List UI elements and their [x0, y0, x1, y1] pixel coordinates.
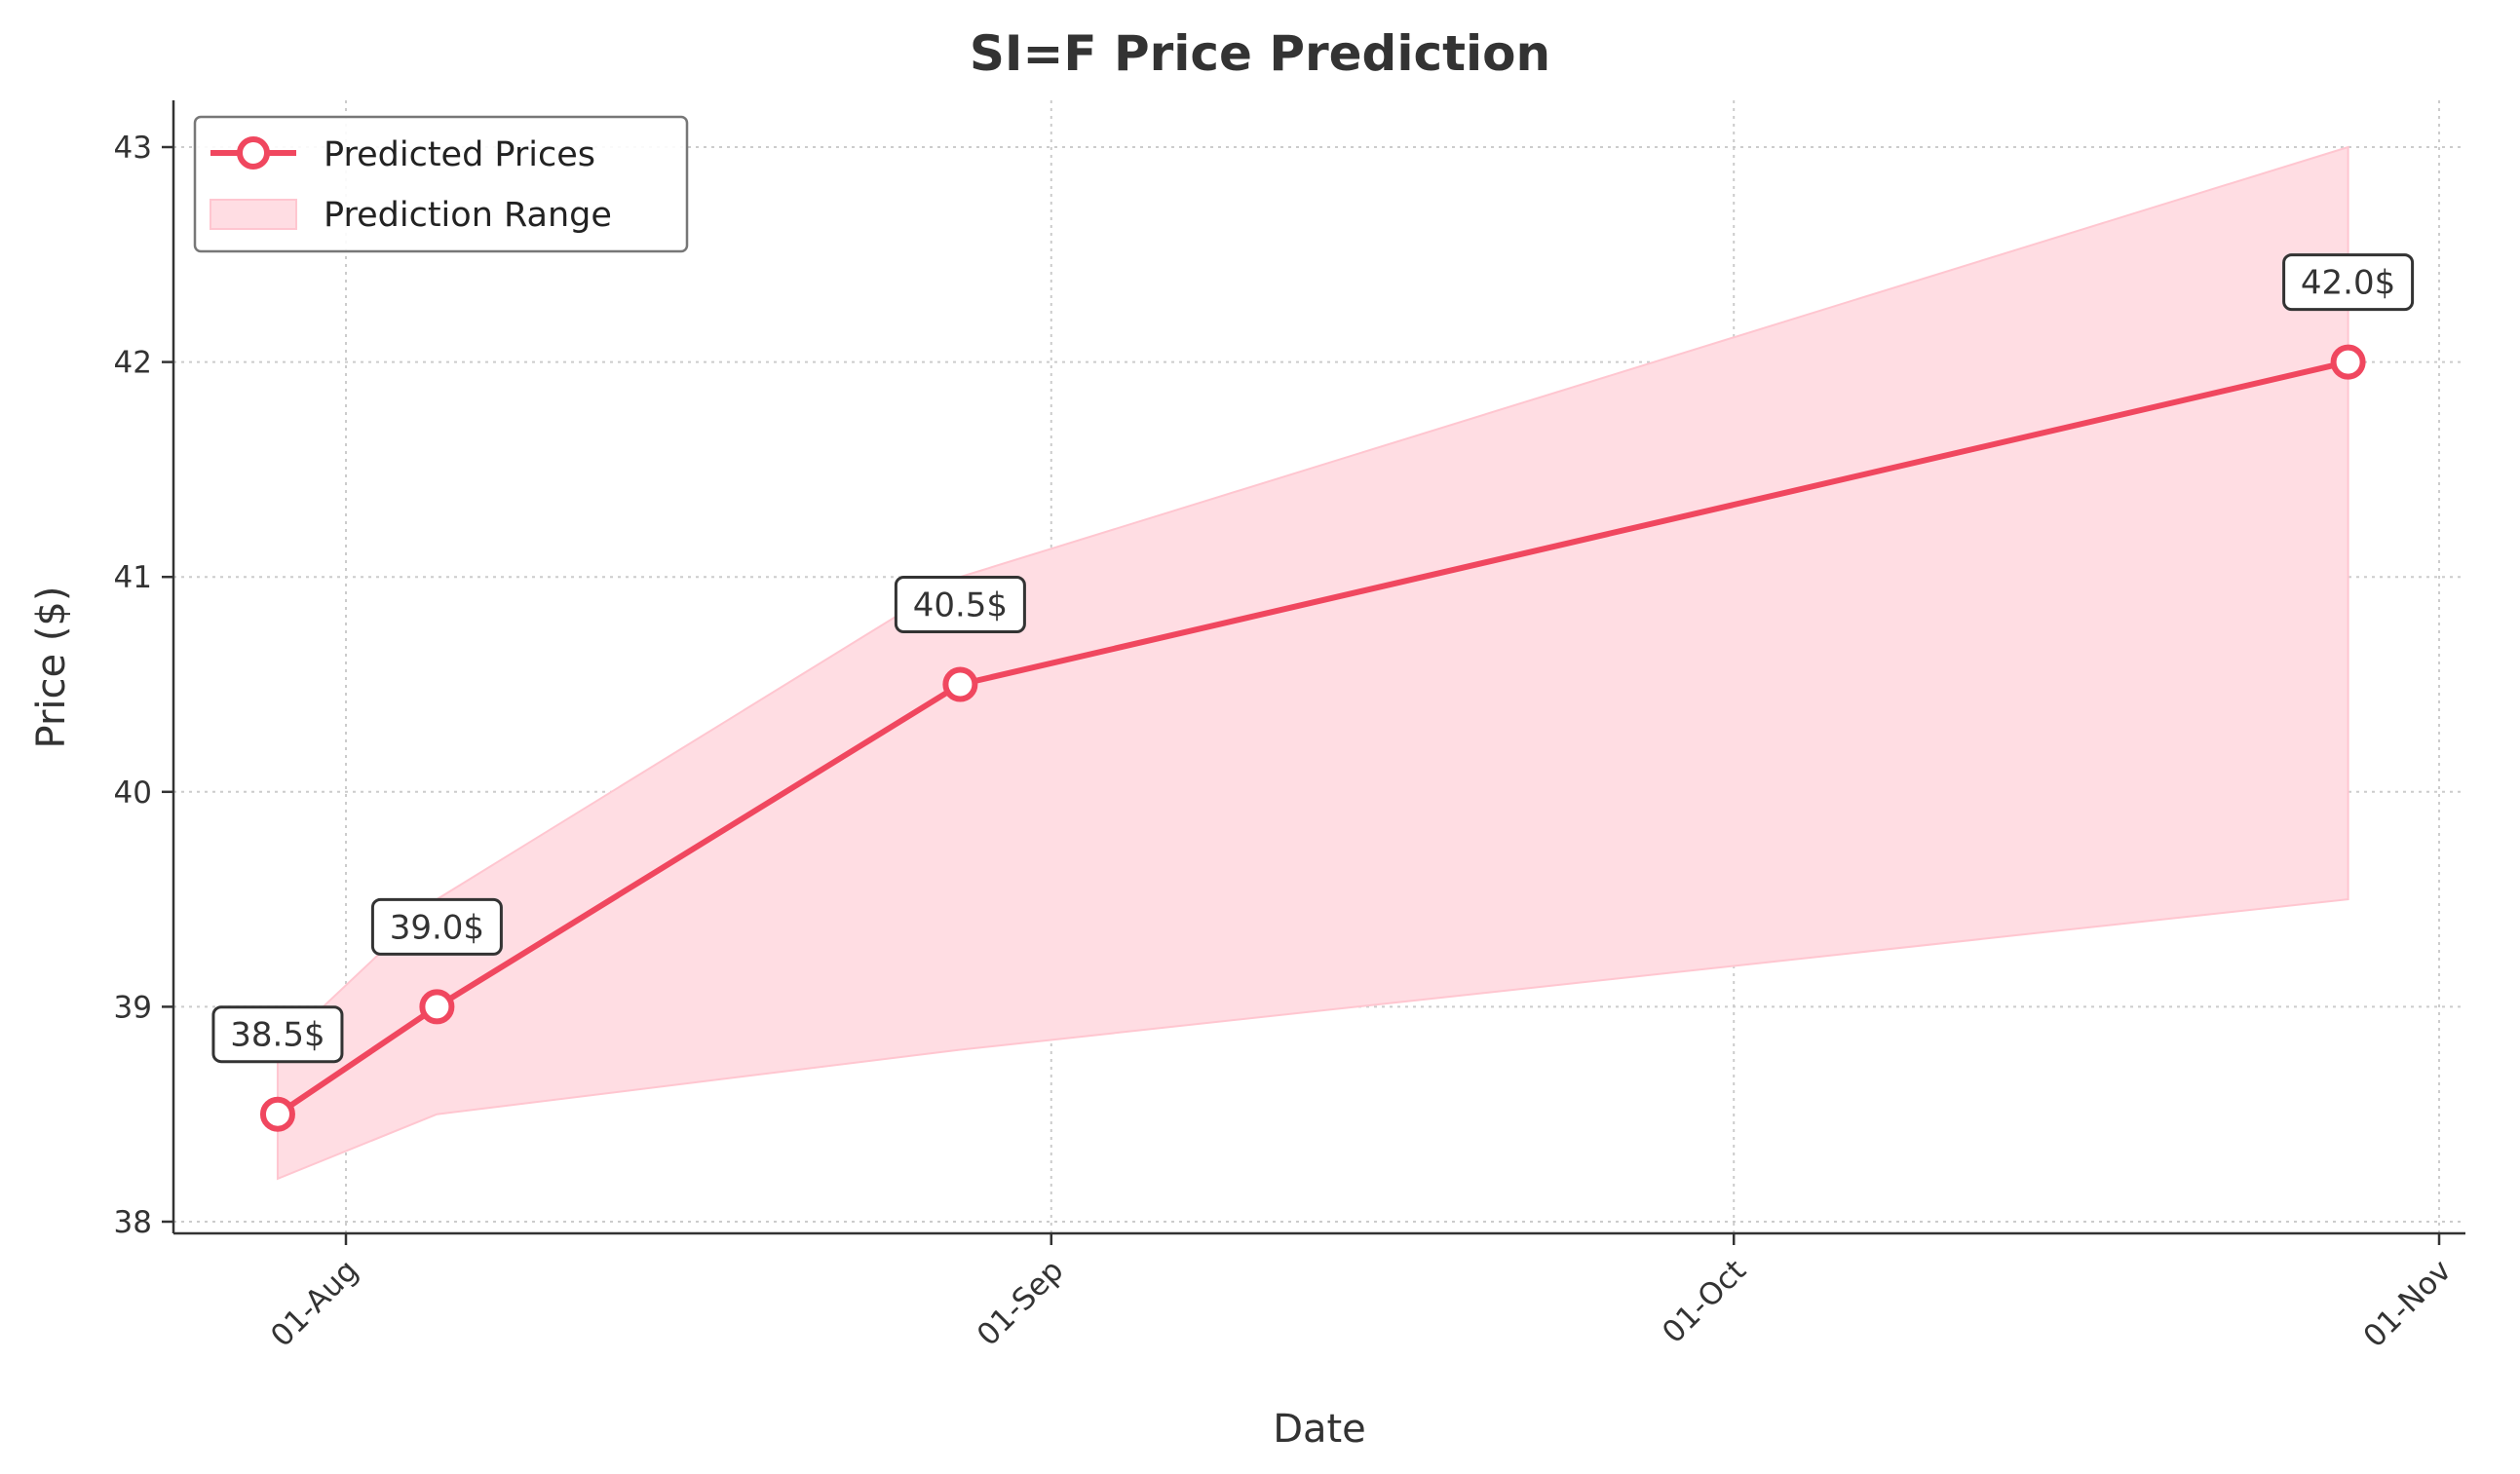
predicted-prices-series — [259, 344, 2366, 1132]
x-tick-label: 01-Nov — [2357, 1253, 2459, 1354]
predicted-price-point — [419, 989, 455, 1025]
data-label-text: 42.0$ — [2301, 264, 2395, 303]
data-label-box — [2282, 253, 2415, 312]
data-label-box — [894, 576, 1026, 633]
data-label-text: 39.0$ — [390, 908, 484, 947]
x-tick-label: 01-Sep — [971, 1253, 1071, 1353]
data-label: 39.0$ — [370, 897, 503, 956]
axes — [172, 100, 2465, 1235]
y-tick-label: 43 — [114, 131, 152, 166]
x-axis-title: Date — [1273, 1407, 1366, 1452]
legend-range-swatch — [210, 199, 297, 230]
y-tick-label: 41 — [114, 560, 152, 595]
predicted-prices-line — [274, 359, 2351, 1117]
y-tick-label: 42 — [114, 346, 152, 381]
legend: Predicted Prices Prediction Range — [193, 115, 689, 253]
legend-label-prediction-range: Prediction Range — [324, 196, 612, 235]
x-tick-label: 01-Aug — [264, 1253, 365, 1354]
predicted-price-point — [259, 1096, 295, 1132]
data-label-text: 40.5$ — [913, 586, 1008, 625]
legend-frame — [193, 115, 689, 253]
data-label: 38.5$ — [211, 1005, 344, 1064]
prediction-range-band — [276, 145, 2349, 1181]
predicted-price-point — [2330, 344, 2366, 380]
x-ticks: 01-Aug 01-Sep 01-Oct 01-Nov — [264, 1233, 2459, 1354]
y-tick-label: 40 — [114, 775, 152, 811]
data-label-box — [211, 1005, 344, 1064]
legend-label-predicted-prices: Predicted Prices — [324, 135, 595, 174]
prediction-range-area — [276, 145, 2349, 1181]
data-label-box — [370, 897, 503, 956]
y-tick-label: 38 — [114, 1205, 152, 1240]
data-labels: 38.5$ 39.0$ 40.5$ 42.0$ — [211, 253, 2415, 1064]
predicted-price-point — [942, 666, 978, 702]
y-tick-label: 39 — [114, 990, 152, 1025]
data-label: 42.0$ — [2282, 253, 2415, 312]
data-label-text: 38.5$ — [230, 1016, 325, 1055]
chart-title: SI=F Price Prediction — [970, 25, 1550, 82]
y-ticks: 38 39 40 41 42 43 — [114, 131, 173, 1240]
data-label: 40.5$ — [894, 576, 1026, 633]
y-axis-title: Price ($) — [29, 586, 74, 749]
x-tick-label: 01-Oct — [1656, 1253, 1753, 1350]
legend-marker-swatch — [237, 136, 270, 170]
